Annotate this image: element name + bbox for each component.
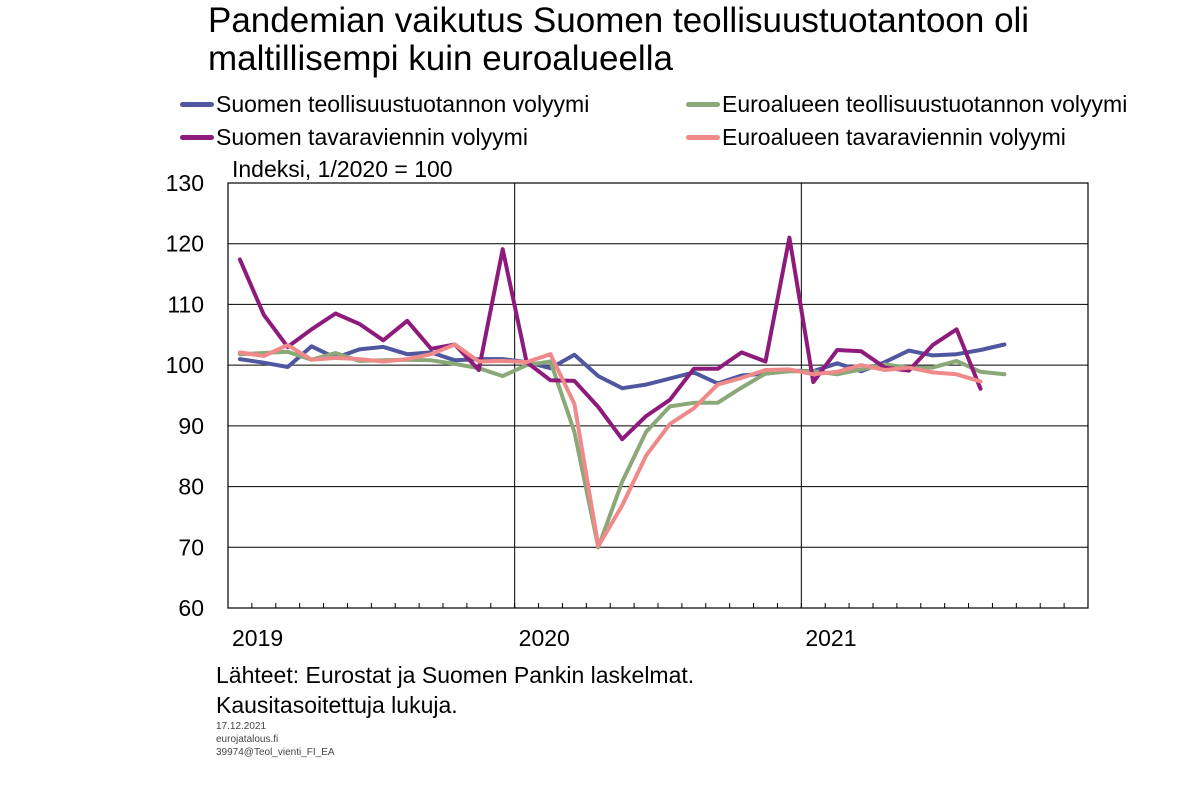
y-tick-label: 80	[178, 474, 204, 500]
y-axis-unit-label: Indeksi, 1/2020 = 100	[232, 156, 453, 182]
legend-item-ea-industry: Euroalueen teollisuustuotannon volyymi	[686, 91, 1127, 117]
chart-series	[237, 235, 1007, 550]
x-axis-year-labels: 2019 2020 2021	[232, 625, 857, 651]
y-tick-label: 70	[178, 534, 204, 560]
x-year-label: 2019	[232, 625, 283, 651]
legend-swatch-fi-exports	[180, 134, 214, 140]
plot-frame	[227, 182, 1089, 609]
y-tick-label: 100	[166, 352, 204, 378]
legend-swatch-ea-exports	[686, 134, 720, 140]
legend-item-ea-exports: Euroalueen tavaraviennin volyymi	[686, 124, 1066, 150]
legend-label-fi-exports: Suomen tavaraviennin volyymi	[216, 124, 528, 150]
meta-date: 17.12.2021	[216, 721, 267, 732]
x-axis-ticks	[251, 603, 1065, 608]
legend-label-fi-industry: Suomen teollisuustuotannon volyymi	[216, 91, 590, 117]
title-line-1: Pandemian vaikutus Suomen teollisuustuot…	[208, 1, 1030, 40]
series-line-3	[237, 342, 983, 549]
source-line-1: Lähteet: Eurostat ja Suomen Pankin laske…	[216, 662, 695, 688]
title-line-2: maltillisempi kuin euroalueella	[208, 39, 673, 78]
meta-info: 17.12.2021 eurojatalous.fi 39974@Teol_vi…	[216, 720, 335, 759]
source-note: Lähteet: Eurostat ja Suomen Pankin laske…	[216, 660, 694, 720]
chart-grid	[228, 183, 1088, 608]
legend-swatch-ea-industry	[686, 101, 720, 107]
y-tick-label: 90	[178, 413, 204, 439]
source-line-2: Kausitasoitettuja lukuja.	[216, 692, 458, 718]
legend-label-ea-exports: Euroalueen tavaraviennin volyymi	[722, 124, 1066, 150]
chart-title: Pandemian vaikutus Suomen teollisuustuot…	[208, 2, 1029, 78]
y-tick-label: 60	[178, 595, 204, 621]
y-tick-label: 120	[166, 231, 204, 257]
x-year-label: 2020	[519, 625, 570, 651]
meta-site: eurojatalous.fi	[216, 734, 279, 745]
legend-swatch-fi-industry	[180, 101, 214, 107]
x-year-label: 2021	[805, 625, 856, 651]
y-tick-label: 110	[167, 291, 204, 317]
y-axis-tick-labels: 60 70 80 90 100 110 120 130	[166, 170, 204, 621]
series-line-2	[237, 235, 983, 442]
meta-code: 39974@Teol_vienti_FI_EA	[216, 747, 335, 758]
series-line-1	[237, 349, 1007, 550]
legend-item-fi-exports: Suomen tavaraviennin volyymi	[180, 124, 528, 150]
y-tick-label: 130	[166, 170, 204, 196]
legend-label-ea-industry: Euroalueen teollisuustuotannon volyymi	[722, 91, 1128, 117]
legend-item-fi-industry: Suomen teollisuustuotannon volyymi	[180, 91, 589, 117]
